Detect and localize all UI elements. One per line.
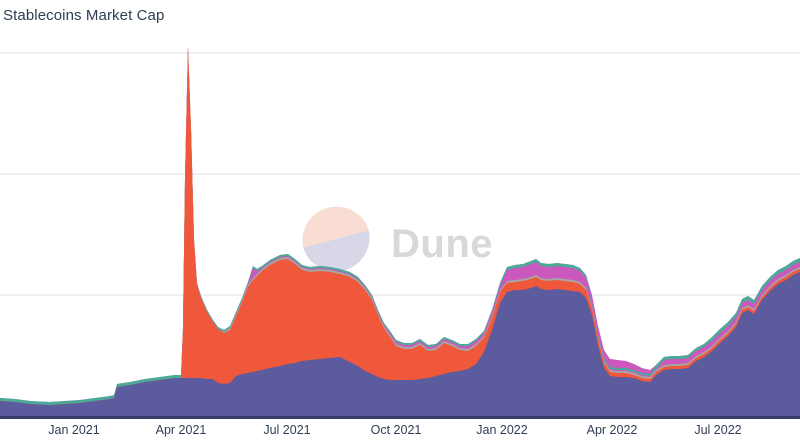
x-tick-label: Apr 2022 (587, 423, 638, 437)
x-tick-label: Jan 2021 (48, 423, 99, 437)
x-tick-label: Apr 2021 (156, 423, 207, 437)
area-purple (0, 272, 800, 417)
dune-logo-circle-bottom (303, 230, 370, 272)
dune-watermark-text: Dune (391, 222, 493, 266)
chart-title: Stablecoins Market Cap (3, 7, 165, 24)
x-axis-line (0, 416, 800, 419)
x-tick-label: Jan 2022 (476, 423, 527, 437)
dune-watermark: Dune (302, 206, 493, 272)
dune-logo-circle-top (302, 206, 369, 248)
area-orange (0, 48, 800, 417)
x-tick-label: Jul 2022 (694, 423, 741, 437)
x-tick-label: Jul 2021 (263, 423, 310, 437)
x-tick-label: Oct 2021 (371, 423, 422, 437)
